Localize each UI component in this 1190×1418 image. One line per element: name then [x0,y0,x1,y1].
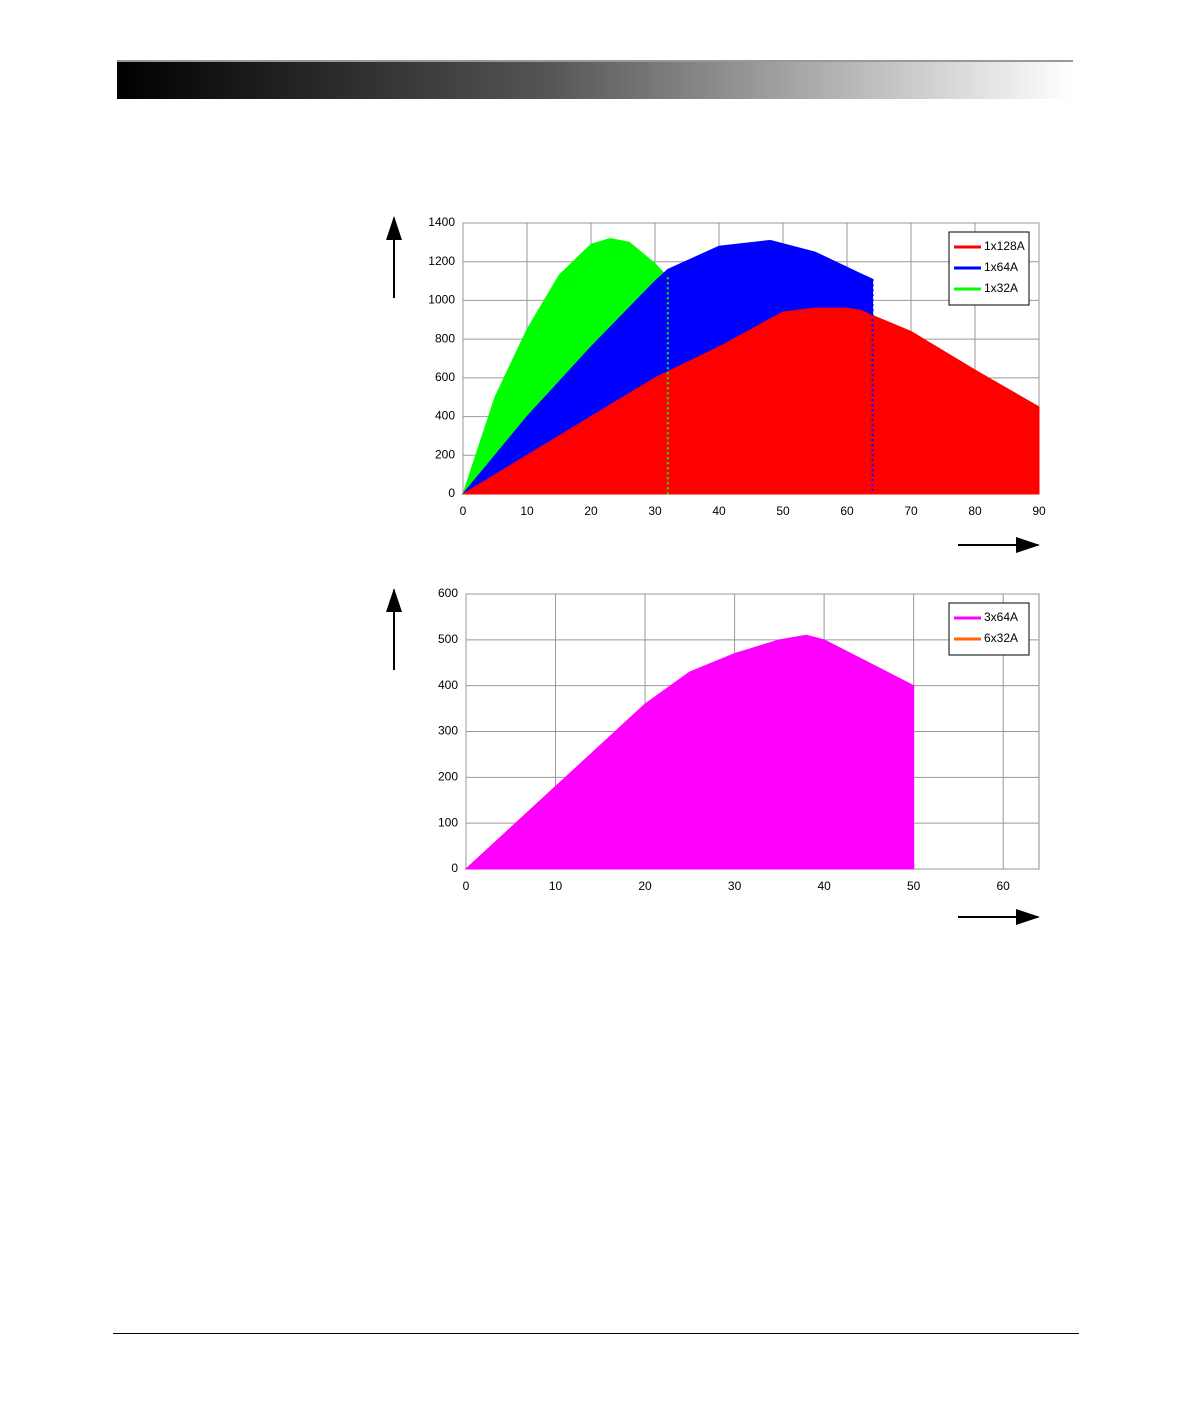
x-tick-label: 40 [712,504,726,518]
y-tick-label: 1000 [428,293,455,307]
legend-label: 1x32A [984,281,1018,295]
x-tick-label: 0 [460,504,467,518]
x-tick-label: 60 [840,504,854,518]
legend-box [948,602,1030,656]
x-tick-label: 20 [584,504,598,518]
header-bar [117,60,1073,99]
y-tick-label: 100 [438,815,458,829]
x-tick-label: 30 [648,504,662,518]
y-tick-label: 600 [435,370,455,384]
legend-label: 6x32A [984,631,1018,645]
x-tick-label: 40 [817,879,831,893]
y-tick-label: 400 [435,409,455,423]
y-tick-label: 400 [438,678,458,692]
x-tick-label: 50 [776,504,790,518]
x-tick-label: 0 [463,879,470,893]
footer-rule [113,1333,1079,1334]
x-tick-label: 80 [968,504,982,518]
y-tick-label: 200 [435,447,455,461]
y-tick-label: 600 [438,586,458,600]
x-tick-label: 10 [549,879,563,893]
area [464,634,915,870]
x-tick-label: 70 [904,504,918,518]
legend-label: 3x64A [984,610,1018,624]
y-tick-label: 300 [438,724,458,738]
x-tick-label: 60 [997,879,1011,893]
area [461,307,1040,495]
x-tick-label: 10 [520,504,534,518]
legend-label: 1x128A [984,239,1025,253]
x-tick-label: 90 [1032,504,1046,518]
y-tick-label: 0 [451,861,458,875]
legend-label: 1x64A [984,260,1018,274]
y-tick-label: 0 [448,486,455,500]
y-tick-label: 500 [438,632,458,646]
x-tick-label: 20 [638,879,652,893]
y-tick-label: 1200 [428,254,455,268]
y-tick-label: 800 [435,331,455,345]
x-tick-label: 30 [728,879,742,893]
y-tick-label: 200 [438,770,458,784]
x-tick-label: 50 [907,879,921,893]
y-tick-label: 1400 [428,215,455,229]
